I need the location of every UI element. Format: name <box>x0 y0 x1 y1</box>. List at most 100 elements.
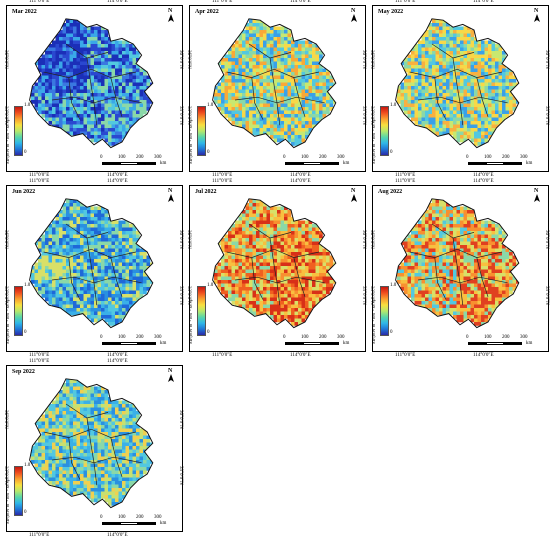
sif-pixel <box>73 103 77 108</box>
sif-pixel <box>481 82 485 87</box>
sif-pixel <box>280 304 285 309</box>
scale-tick: 0 <box>100 335 103 340</box>
sif-pixel <box>59 47 63 52</box>
sif-pixel <box>66 68 70 73</box>
sif-pixel <box>326 72 330 76</box>
sif-pixel <box>319 54 323 59</box>
sif-pixel <box>83 220 88 225</box>
sif-pixel <box>291 224 295 228</box>
sif-pixel <box>245 117 250 122</box>
sif-pixel <box>41 283 46 288</box>
sif-pixel <box>305 107 309 111</box>
sif-pixel <box>41 54 46 59</box>
sif-pixel <box>242 220 246 225</box>
sif-pixel <box>284 227 288 232</box>
sif-pixel <box>115 54 119 59</box>
sif-pixel <box>453 44 457 48</box>
sif-pixel <box>66 280 70 284</box>
sif-pixel <box>428 100 433 104</box>
sif-pixel <box>407 75 412 80</box>
sif-pixel <box>108 47 112 52</box>
sif-pixel <box>122 234 126 239</box>
sif-pixel <box>277 280 281 284</box>
sif-pixel <box>470 217 475 221</box>
sif-pixel <box>245 297 250 302</box>
sif-pixel <box>442 245 447 249</box>
sif-pixel <box>62 234 67 239</box>
sif-pixel <box>252 308 257 312</box>
sif-pixel <box>245 110 250 115</box>
sif-pixel <box>76 290 81 295</box>
sif-pixel <box>80 72 84 76</box>
sif-pixel <box>66 79 70 83</box>
sif-pixel <box>136 96 140 101</box>
sif-pixel <box>66 30 70 34</box>
sif-pixel <box>69 231 74 235</box>
sif-pixel <box>221 280 225 284</box>
sif-pixel <box>108 245 112 249</box>
sif-pixel <box>69 217 74 221</box>
sif-pixel <box>298 287 302 291</box>
sif-pixel <box>491 47 496 52</box>
sif-pixel <box>69 103 74 108</box>
sif-pixel <box>80 301 84 305</box>
sif-pixel <box>294 322 299 326</box>
map-panel-jun-2022: Jun 2022 111°0′0″E 114°0′0″E 111°0′0″E 1… <box>3 179 183 358</box>
sif-pixel <box>495 65 499 69</box>
sif-pixel <box>319 79 323 83</box>
longitude-label-left: 111°0′0″E <box>29 0 50 4</box>
sif-pixel <box>83 124 88 129</box>
sif-pixel <box>256 96 260 101</box>
sif-pixel <box>449 75 454 80</box>
sif-pixel <box>252 37 257 41</box>
scale-segment <box>120 342 138 345</box>
sif-pixel <box>101 220 105 225</box>
sif-pixel <box>62 231 67 235</box>
sif-pixel <box>287 114 292 118</box>
sif-pixel <box>45 117 49 122</box>
sif-pixel <box>298 273 302 277</box>
sif-pixel <box>418 234 422 239</box>
sif-pixel <box>498 234 503 239</box>
sif-pixel <box>55 117 60 122</box>
sif-pixel <box>238 61 243 66</box>
sif-pixel <box>298 241 302 246</box>
district-boundary <box>86 57 98 126</box>
sif-pixel <box>115 227 119 232</box>
sif-pixel <box>425 47 429 52</box>
sif-pixel <box>62 280 67 284</box>
sif-pixel <box>477 79 482 83</box>
sif-pixel <box>308 304 313 309</box>
sif-pixel <box>101 210 105 214</box>
sif-pixel <box>69 255 74 260</box>
sif-pixel <box>421 213 426 218</box>
sif-pixel <box>273 283 278 288</box>
sif-pixel <box>118 297 123 302</box>
sif-pixel <box>69 131 74 136</box>
sif-pixel <box>502 96 506 101</box>
sif-pixel <box>115 315 119 319</box>
sif-pixel <box>505 248 510 253</box>
sif-pixel <box>463 93 468 97</box>
sif-pixel <box>62 224 67 228</box>
sif-pixel <box>231 224 236 228</box>
sif-pixel <box>273 294 278 298</box>
sif-pixel <box>277 131 281 136</box>
sif-pixel <box>291 238 295 242</box>
sif-pixel <box>266 86 271 90</box>
sif-pixel <box>115 255 119 260</box>
sif-pixel <box>460 96 464 101</box>
sif-pixel <box>59 40 63 45</box>
sif-pixel <box>284 37 288 41</box>
sif-pixel <box>446 93 450 97</box>
sif-pixel <box>414 248 419 253</box>
sif-pixel <box>104 248 109 253</box>
sif-pixel <box>298 68 302 73</box>
sif-pixel <box>418 79 422 83</box>
sif-pixel <box>139 294 144 298</box>
sif-pixel <box>115 40 119 45</box>
sif-pixel <box>270 103 274 108</box>
sif-pixel <box>491 68 496 73</box>
sif-pixel <box>277 283 281 288</box>
sif-pixel <box>270 121 274 125</box>
